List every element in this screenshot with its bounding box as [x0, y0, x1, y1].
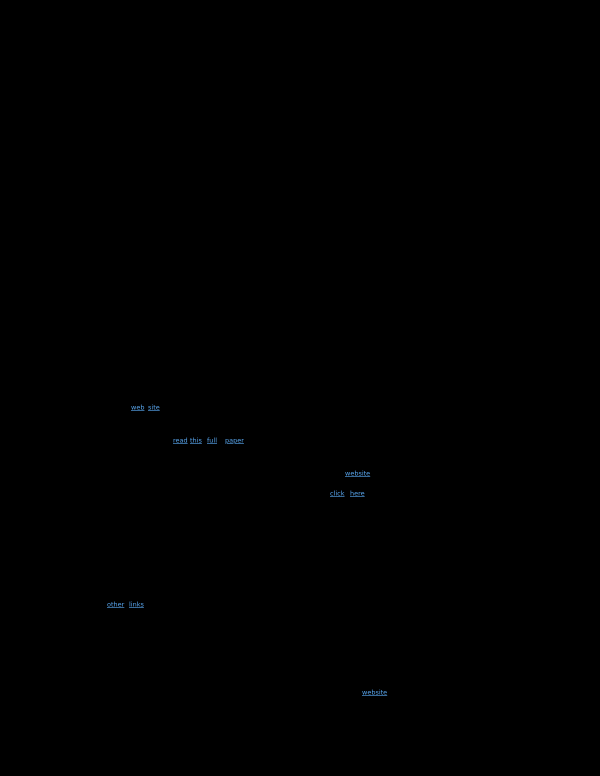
hyperlink-text[interactable]: website — [362, 689, 388, 697]
hyperlink-text[interactable]: other — [107, 601, 125, 609]
hyperlink-text[interactable]: this — [190, 437, 202, 445]
hyperlink-text[interactable]: web — [131, 404, 145, 412]
hyperlink-text[interactable]: here — [350, 490, 365, 498]
hyperlink-text[interactable]: read — [173, 437, 188, 445]
hyperlink-text[interactable]: links — [129, 601, 144, 609]
hyperlink-text[interactable]: website — [345, 470, 371, 478]
hyperlink-text[interactable]: paper — [225, 437, 244, 445]
hyperlink-text[interactable]: click — [330, 490, 345, 498]
hyperlink-text[interactable]: site — [148, 404, 160, 412]
hyperlink-text[interactable]: full — [207, 437, 218, 445]
